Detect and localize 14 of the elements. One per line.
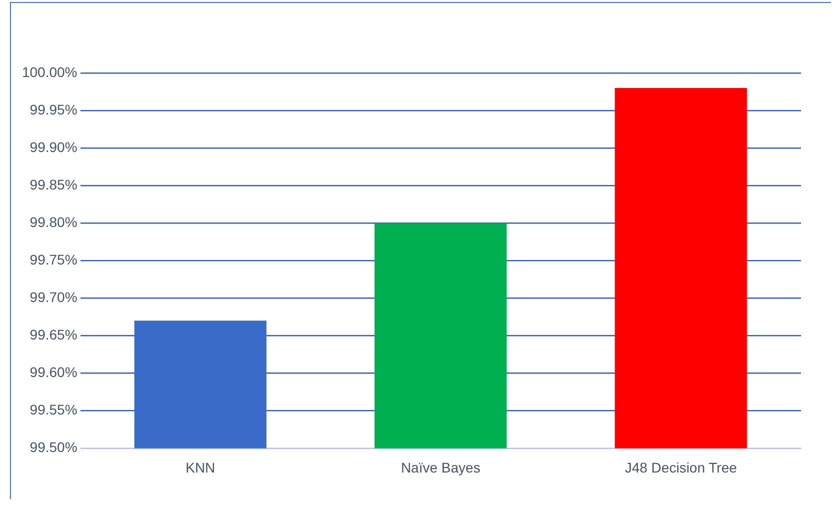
y-tick-label: 99.65% — [30, 326, 78, 342]
y-tick-label: 99.75% — [30, 251, 78, 268]
y-tick-label: 99.60% — [30, 364, 78, 380]
x-tick-label: KNN — [186, 459, 216, 476]
y-tick-label: 99.95% — [30, 101, 78, 118]
y-tick-label: 99.90% — [30, 138, 78, 155]
y-tick-label: 100.00% — [22, 64, 78, 80]
y-tick-label: 99.80% — [30, 214, 78, 230]
x-tick-label: Naïve Bayes — [400, 459, 480, 476]
y-tick-label: 99.50% — [30, 439, 78, 456]
y-tick-label: 99.55% — [30, 402, 78, 418]
x-tick-label: J48 Decision Tree — [624, 459, 738, 476]
y-tick-label: 99.70% — [30, 288, 78, 305]
y-tick-label: 99.85% — [30, 176, 78, 192]
